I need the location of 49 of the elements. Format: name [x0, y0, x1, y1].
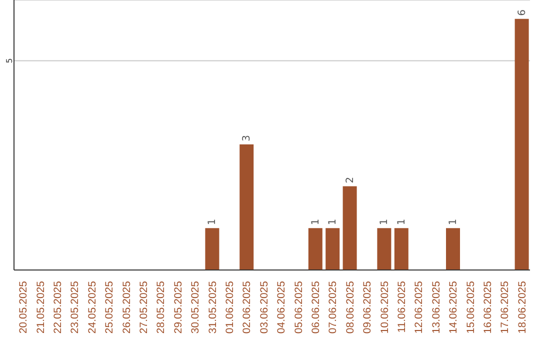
x-tick-label: 30.05.2025: [190, 280, 202, 334]
bar: [342, 186, 357, 270]
x-tick-label: 10.06.2025: [378, 280, 391, 334]
x-tick-label: 29.05.2025: [172, 280, 184, 334]
data-label: 3: [242, 135, 253, 142]
data-label: 1: [379, 218, 390, 226]
x-tick-label: 18.06.2025: [516, 280, 528, 334]
x-tick-label: 17.06.2025: [499, 280, 512, 334]
x-tick-label: 20.05.2025: [18, 280, 30, 334]
x-tick-label: 08.06.2025: [344, 280, 356, 334]
x-tick-label: 21.05.2025: [34, 280, 47, 334]
data-label: 2: [344, 176, 356, 184]
data-label: 6: [516, 9, 528, 16]
bar: [514, 18, 529, 270]
x-tick-label: 03.06.2025: [258, 280, 270, 334]
x-tick-label: 23.05.2025: [69, 280, 82, 334]
y-tick-label: 5: [5, 58, 14, 64]
x-tick-label: 25.05.2025: [104, 280, 116, 334]
x-tick-label: 05.06.2025: [292, 280, 305, 334]
data-label: 1: [448, 218, 459, 226]
data-label: 1: [207, 218, 218, 226]
x-tick-label: 22.05.2025: [52, 280, 64, 334]
data-label: 1: [310, 218, 322, 226]
bar: [377, 228, 392, 270]
x-tick-label: 14.06.2025: [448, 280, 460, 334]
x-tick-label: 01.06.2025: [224, 280, 236, 334]
x-tick-label: 04.06.2025: [276, 280, 288, 334]
x-tick-label: 24.05.2025: [86, 280, 98, 334]
x-tick-label: 26.05.2025: [120, 280, 133, 334]
x-tick-label: 12.06.2025: [413, 280, 426, 334]
x-tick-label: 09.06.2025: [362, 280, 374, 334]
x-tick-label: 27.05.2025: [138, 280, 150, 334]
x-tick-label: 06.06.2025: [310, 280, 322, 334]
bar: [394, 228, 408, 270]
x-tick-label: 28.05.2025: [155, 280, 168, 334]
x-tick-label: 07.06.2025: [327, 280, 340, 334]
bar: [308, 228, 322, 270]
x-tick-label: 13.06.2025: [430, 280, 442, 334]
bar: [205, 228, 220, 270]
x-tick-label: 15.06.2025: [464, 280, 477, 334]
bar: [240, 144, 254, 270]
x-tick-label: 31.05.2025: [206, 280, 219, 334]
data-label: 1: [396, 218, 408, 226]
bar: [446, 228, 460, 270]
x-tick-label: 02.06.2025: [241, 280, 254, 334]
x-tick-label: 16.06.2025: [482, 280, 494, 334]
x-tick-label: 11.06.2025: [396, 280, 408, 333]
bar: [326, 228, 340, 270]
data-label: 1: [328, 218, 339, 226]
